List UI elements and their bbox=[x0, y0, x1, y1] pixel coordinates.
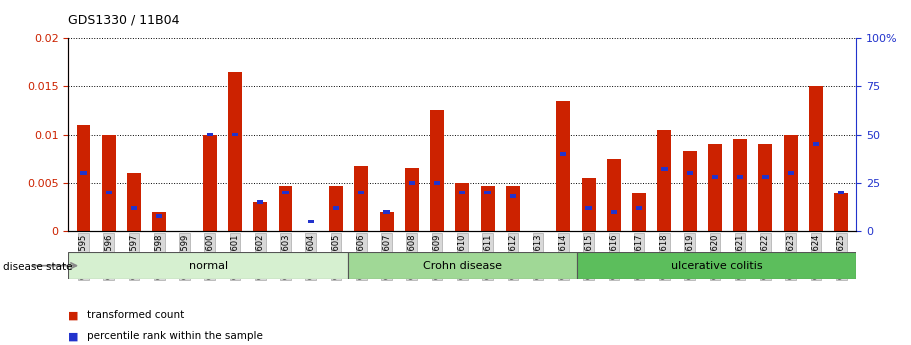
Bar bbox=[308, 219, 314, 224]
Bar bbox=[733, 139, 747, 231]
Text: ■: ■ bbox=[68, 310, 79, 321]
Bar bbox=[348, 252, 577, 279]
Bar bbox=[658, 130, 671, 231]
Bar bbox=[102, 135, 116, 231]
Text: percentile rank within the sample: percentile rank within the sample bbox=[87, 331, 262, 341]
Bar bbox=[329, 186, 343, 231]
Bar bbox=[632, 193, 646, 231]
Bar bbox=[156, 214, 162, 218]
Bar bbox=[279, 186, 292, 231]
Bar bbox=[380, 212, 394, 231]
Text: normal: normal bbox=[189, 261, 228, 270]
Bar bbox=[434, 181, 440, 185]
Bar bbox=[232, 132, 238, 137]
Bar bbox=[708, 144, 722, 231]
Bar bbox=[607, 159, 620, 231]
Bar bbox=[228, 72, 242, 231]
Bar bbox=[783, 135, 798, 231]
Bar bbox=[152, 212, 166, 231]
Bar bbox=[80, 171, 87, 175]
Bar bbox=[282, 190, 289, 195]
Text: ■: ■ bbox=[68, 331, 79, 341]
Text: transformed count: transformed count bbox=[87, 310, 184, 321]
Bar bbox=[384, 210, 390, 214]
Bar bbox=[636, 206, 642, 210]
Bar bbox=[404, 168, 419, 231]
Bar bbox=[787, 171, 793, 175]
Bar bbox=[813, 142, 819, 146]
Bar bbox=[456, 183, 469, 231]
Bar bbox=[207, 132, 213, 137]
Bar bbox=[77, 125, 90, 231]
Bar bbox=[485, 190, 491, 195]
Bar bbox=[68, 252, 348, 279]
Bar bbox=[430, 110, 444, 231]
Text: disease state: disease state bbox=[3, 263, 72, 272]
Bar bbox=[687, 171, 692, 175]
Bar bbox=[759, 144, 773, 231]
Bar bbox=[809, 86, 823, 231]
Bar bbox=[577, 252, 856, 279]
Bar bbox=[586, 206, 592, 210]
Bar bbox=[481, 186, 495, 231]
Text: GDS1330 / 11B04: GDS1330 / 11B04 bbox=[68, 14, 179, 27]
Bar bbox=[737, 175, 743, 179]
Bar bbox=[510, 195, 516, 198]
Bar bbox=[253, 202, 267, 231]
Bar bbox=[834, 193, 848, 231]
Bar bbox=[581, 178, 596, 231]
Bar bbox=[127, 173, 141, 231]
Bar bbox=[661, 167, 668, 171]
Bar bbox=[257, 200, 263, 204]
Text: ulcerative colitis: ulcerative colitis bbox=[670, 261, 763, 270]
Text: Crohn disease: Crohn disease bbox=[423, 261, 502, 270]
Bar bbox=[358, 190, 364, 195]
Bar bbox=[333, 206, 339, 210]
Bar bbox=[409, 181, 415, 185]
Bar bbox=[354, 166, 368, 231]
Bar bbox=[682, 151, 697, 231]
Bar bbox=[560, 152, 567, 156]
Bar bbox=[506, 186, 520, 231]
Bar bbox=[459, 190, 466, 195]
Bar bbox=[838, 190, 844, 195]
Bar bbox=[711, 175, 718, 179]
Bar bbox=[131, 206, 138, 210]
Bar bbox=[610, 210, 617, 214]
Bar bbox=[203, 135, 217, 231]
Bar bbox=[763, 175, 769, 179]
Bar bbox=[106, 190, 112, 195]
Bar bbox=[557, 101, 570, 231]
